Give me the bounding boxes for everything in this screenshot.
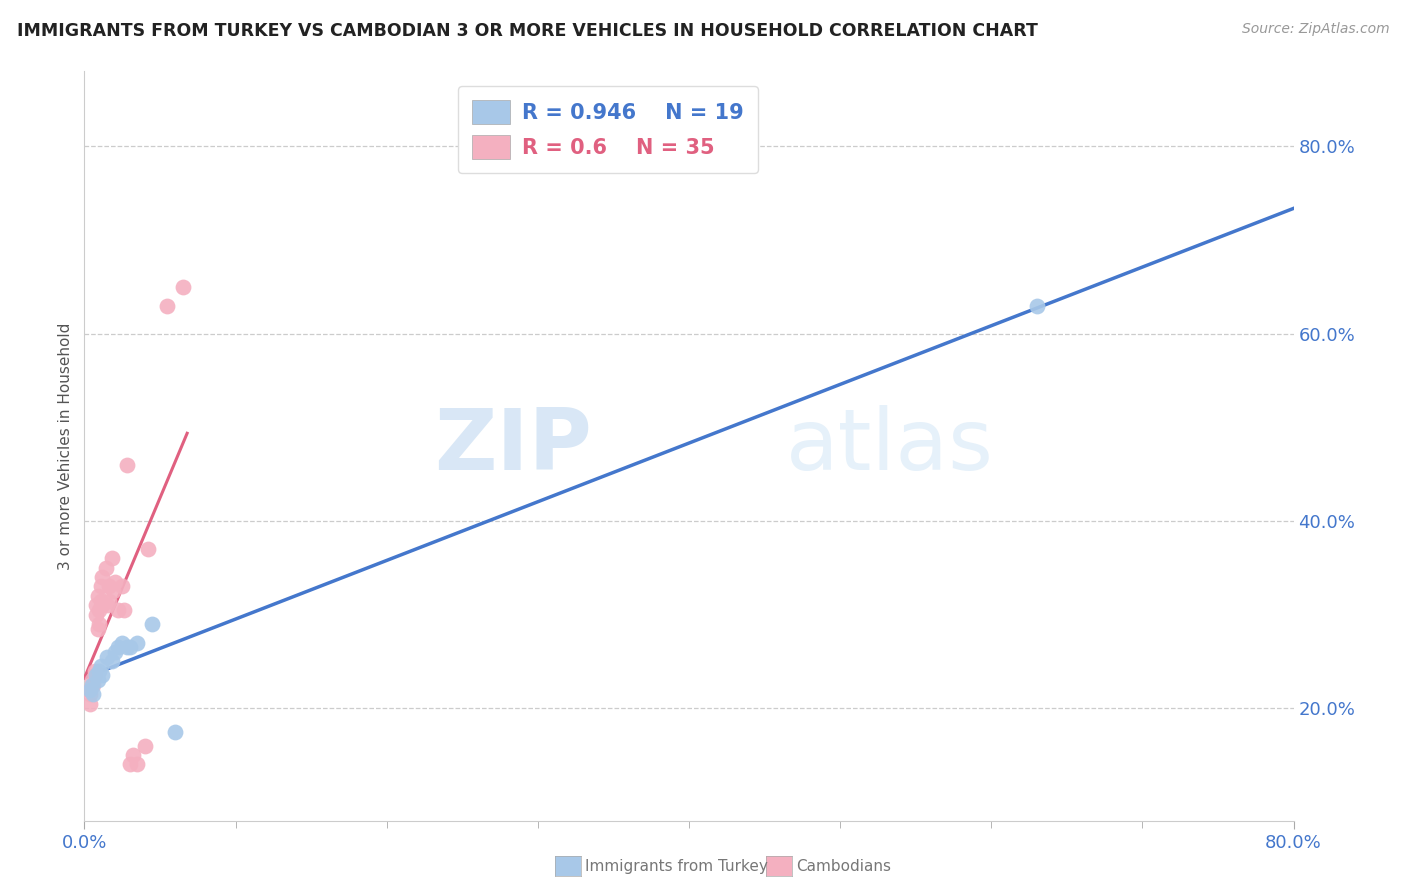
Point [82,678,104,692]
Point [111,635,134,649]
Point [141,617,163,632]
Point [84,664,107,678]
Point [104,574,127,589]
Point [156,298,179,313]
Point [89,664,111,678]
Point [87,673,110,688]
Point [79,697,101,711]
Point [91,570,114,584]
Point [87,622,110,636]
Point [118,757,141,772]
Point [90,580,112,594]
Point [86,607,108,622]
Point [96,649,118,664]
Point [100,655,122,669]
Text: Cambodians: Cambodians [796,859,891,873]
Point [90,593,112,607]
Point [118,640,141,655]
Point [104,645,127,659]
Point [100,551,122,566]
Point [84,668,107,682]
Point [97,580,120,594]
Point [115,458,138,472]
Point [172,280,194,294]
Point [89,617,111,632]
Point [89,603,111,617]
Point [107,603,129,617]
Point [112,603,135,617]
Point [127,757,149,772]
Point [96,599,118,613]
Point [165,724,187,739]
Y-axis label: 3 or more Vehicles in Household: 3 or more Vehicles in Household [58,322,73,570]
Point [82,687,104,701]
Text: Source: ZipAtlas.com: Source: ZipAtlas.com [1241,22,1389,37]
Text: IMMIGRANTS FROM TURKEY VS CAMBODIAN 3 OR MORE VEHICLES IN HOUSEHOLD CORRELATION : IMMIGRANTS FROM TURKEY VS CAMBODIAN 3 OR… [17,22,1038,40]
Point [91,668,114,682]
Point [97,593,120,607]
Point [90,659,112,673]
Point [94,561,117,575]
Point [121,747,143,762]
Point [86,599,108,613]
Text: ZIP: ZIP [434,404,592,488]
Point [79,687,101,701]
Text: Immigrants from Turkey: Immigrants from Turkey [585,859,768,873]
Point [115,640,138,655]
Point [91,599,114,613]
Point [79,682,101,697]
Point [127,635,149,649]
Legend: R = 0.946    N = 19, R = 0.6    N = 35: R = 0.946 N = 19, R = 0.6 N = 35 [457,86,758,173]
Point [77,682,100,697]
Point [111,580,134,594]
Point [134,739,156,753]
Text: atlas: atlas [786,404,994,488]
Point [136,542,159,557]
Point [80,673,103,688]
Point [101,584,124,599]
Point [87,589,110,603]
Point [107,640,129,655]
Point [1025,298,1047,313]
Point [80,678,103,692]
Point [86,668,108,682]
